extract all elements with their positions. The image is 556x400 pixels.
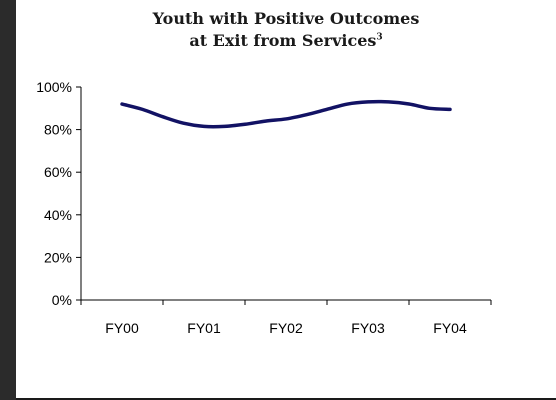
chart-subtitle: at Exit from Services: [189, 31, 377, 50]
chart-frame: Youth with Positive Outcomes at Exit fro…: [16, 0, 556, 400]
line-chart: 0% 20% 40% 60% 80% 100% FY00 FY01 FY02 FY03 FY04: [36, 79, 492, 336]
y-tick-label: 40%: [44, 207, 72, 223]
x-tick-label: FY02: [269, 320, 303, 336]
chart-title: Youth with Positive Outcomes at Exit fro…: [16, 8, 556, 52]
x-tick-label: FY00: [105, 320, 139, 336]
x-tick-label: FY03: [351, 320, 385, 336]
y-tick-label: 80%: [44, 122, 72, 138]
y-tick-label: 100%: [36, 79, 72, 95]
y-tick-label: 60%: [44, 164, 72, 180]
x-tick-label: FY01: [187, 320, 221, 336]
y-tick-label: 20%: [44, 249, 72, 265]
x-tick-label: FY04: [433, 320, 467, 336]
chart-title-line2: at Exit from Services3: [16, 30, 556, 52]
chart-title-line1: Youth with Positive Outcomes: [152, 9, 420, 28]
footnote-marker: 3: [376, 32, 383, 43]
y-tick-label: 0%: [52, 292, 72, 308]
series-line: [120, 99, 452, 129]
